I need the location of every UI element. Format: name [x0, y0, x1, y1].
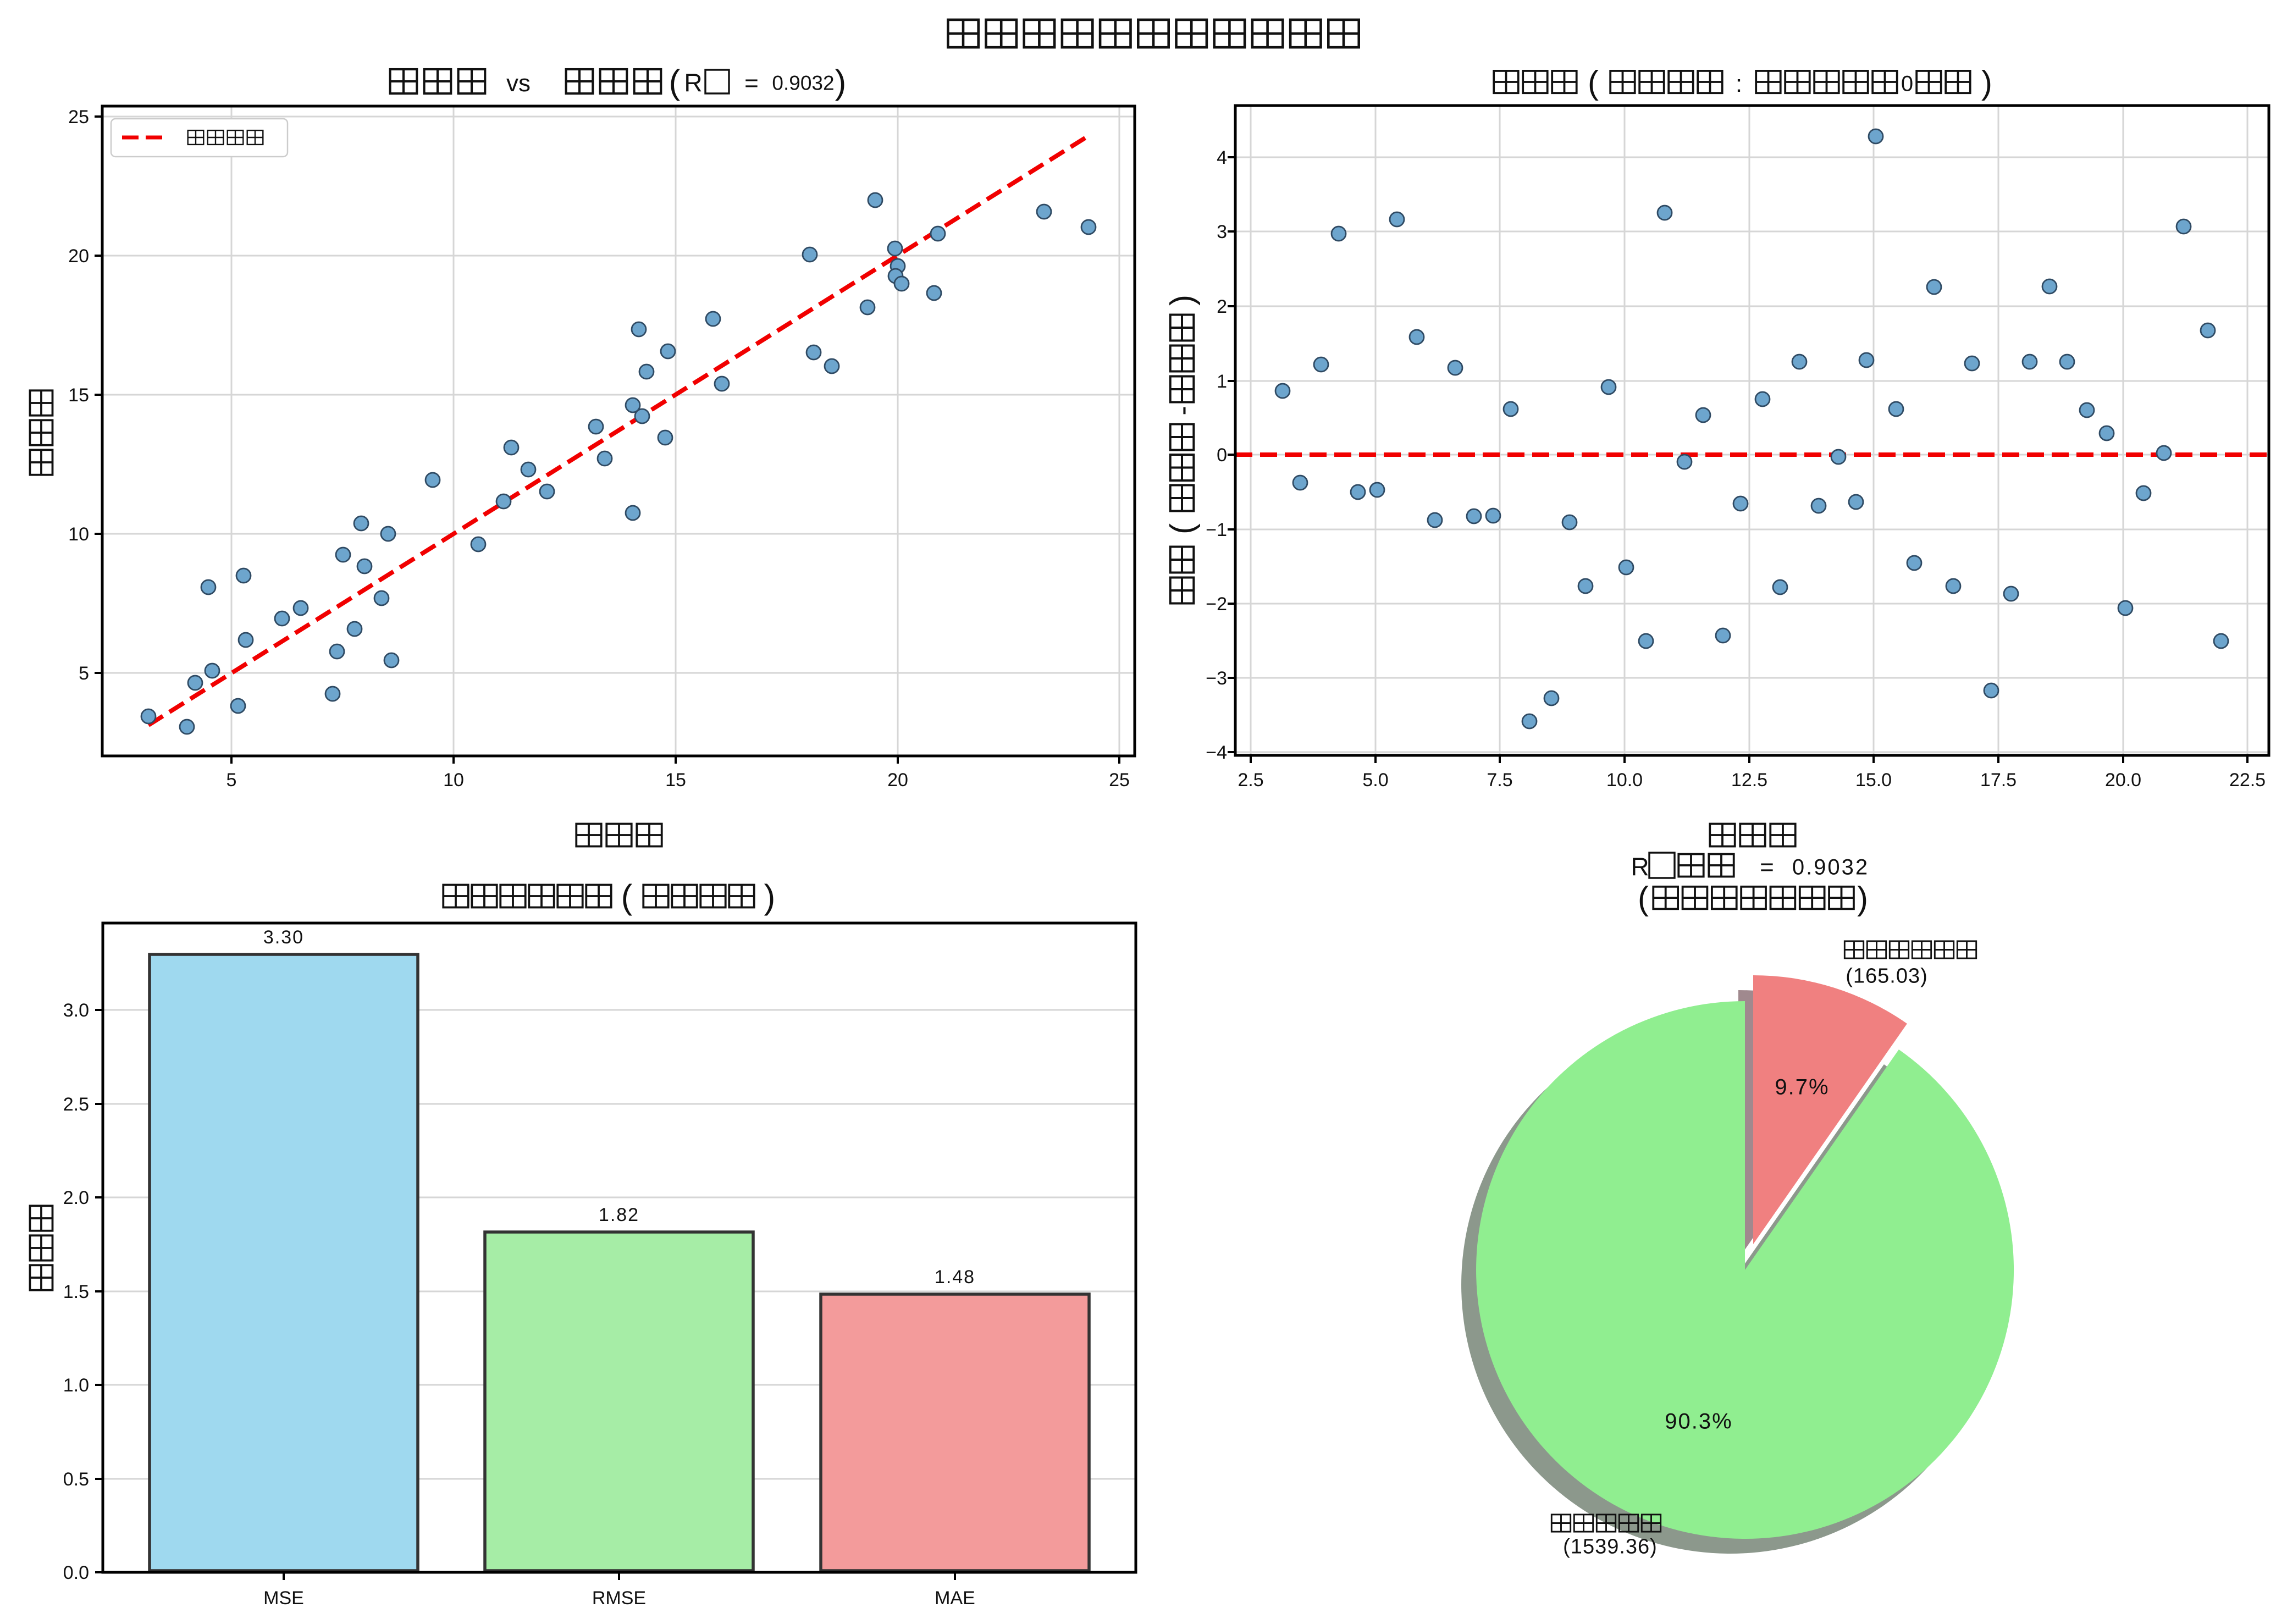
- svg-text:0: 0: [1901, 71, 1913, 96]
- svg-text:MSE: MSE: [263, 1588, 304, 1609]
- svg-text:90.3%: 90.3%: [1665, 1409, 1732, 1433]
- svg-text:1.5: 1.5: [63, 1281, 89, 1302]
- svg-text:-: -: [1167, 406, 1199, 415]
- svg-text:2.0: 2.0: [63, 1187, 89, 1208]
- svg-text:12.5: 12.5: [1731, 770, 1767, 791]
- svg-text:10: 10: [68, 524, 89, 545]
- svg-text:22.5: 22.5: [2229, 770, 2266, 791]
- svg-text:10: 10: [443, 770, 464, 791]
- svg-text:1.48: 1.48: [935, 1267, 975, 1288]
- svg-text:3.30: 3.30: [263, 927, 304, 948]
- svg-text:3.0: 3.0: [63, 1000, 89, 1021]
- svg-text:5: 5: [79, 663, 89, 684]
- svg-text:4: 4: [1217, 147, 1227, 168]
- svg-text:0.9032: 0.9032: [772, 71, 834, 94]
- svg-text:(: (: [1588, 64, 1599, 101]
- svg-text:20: 20: [887, 770, 908, 791]
- svg-text:2: 2: [1217, 296, 1227, 317]
- svg-text:): ): [1981, 64, 1992, 101]
- svg-text:15.0: 15.0: [1855, 770, 1892, 791]
- svg-text:17.5: 17.5: [1980, 770, 2017, 791]
- svg-text:1.82: 1.82: [599, 1205, 639, 1225]
- svg-text:(1539.36): (1539.36): [1563, 1535, 1658, 1559]
- svg-text:25: 25: [68, 107, 89, 128]
- svg-text:): ): [835, 63, 847, 101]
- svg-text:): ): [1164, 295, 1201, 306]
- svg-text:): ): [1857, 880, 1868, 917]
- svg-text:RMSE: RMSE: [592, 1588, 646, 1609]
- svg-text:=: =: [1760, 854, 1774, 881]
- svg-text:): ): [764, 878, 776, 916]
- svg-text:R: R: [684, 69, 702, 97]
- svg-text:15: 15: [665, 770, 686, 791]
- svg-text:0.0: 0.0: [63, 1562, 89, 1583]
- svg-text:(165.03): (165.03): [1846, 965, 1928, 988]
- svg-text:R: R: [1631, 853, 1649, 881]
- svg-text:2.5: 2.5: [1238, 770, 1263, 791]
- svg-text:0: 0: [1217, 445, 1227, 466]
- svg-text:5.0: 5.0: [1362, 770, 1388, 791]
- svg-text:vs: vs: [506, 70, 531, 97]
- svg-text::: :: [1736, 70, 1742, 97]
- svg-text:MAE: MAE: [935, 1588, 975, 1609]
- svg-text:1: 1: [1217, 371, 1227, 392]
- svg-text:(: (: [1638, 880, 1649, 917]
- svg-text:0.9032: 0.9032: [1792, 855, 1869, 879]
- svg-text:20.0: 20.0: [2105, 770, 2141, 791]
- svg-text:2.5: 2.5: [63, 1094, 89, 1115]
- svg-text:1.0: 1.0: [63, 1375, 89, 1396]
- svg-text:15: 15: [68, 385, 89, 406]
- svg-text:3: 3: [1217, 222, 1227, 242]
- svg-text:=: =: [744, 70, 759, 97]
- svg-text:20: 20: [68, 246, 89, 267]
- svg-text:(: (: [669, 63, 681, 101]
- svg-text:25: 25: [1109, 770, 1130, 791]
- svg-text:7.5: 7.5: [1487, 770, 1512, 791]
- svg-text:(: (: [621, 878, 633, 916]
- svg-text:−2: −2: [1206, 594, 1227, 615]
- svg-text:5: 5: [227, 770, 237, 791]
- svg-text:−1: −1: [1206, 520, 1227, 540]
- svg-text:(: (: [1164, 523, 1201, 534]
- svg-text:9.7%: 9.7%: [1775, 1075, 1829, 1099]
- svg-text:−3: −3: [1206, 668, 1227, 689]
- svg-text:10.0: 10.0: [1606, 770, 1643, 791]
- svg-text:−4: −4: [1206, 742, 1227, 763]
- svg-text:0.5: 0.5: [63, 1469, 89, 1490]
